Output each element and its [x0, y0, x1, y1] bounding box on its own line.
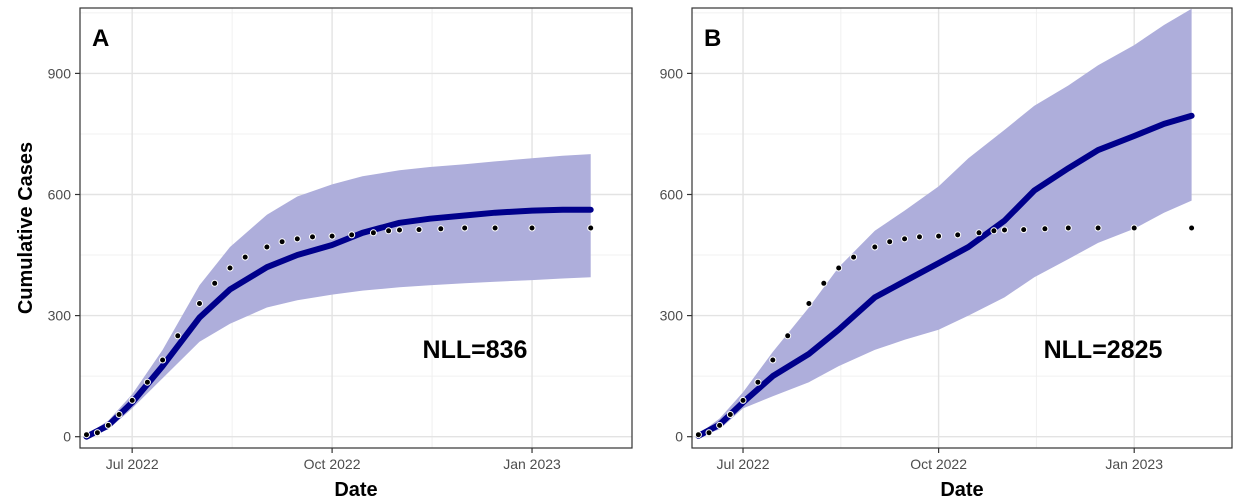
model-median-line — [83, 206, 594, 440]
observed-point — [491, 224, 499, 232]
observed-point — [211, 279, 219, 287]
observed-point — [954, 231, 962, 239]
x-tick-label: Oct 2022 — [910, 456, 967, 472]
observed-point — [174, 332, 182, 340]
observed-point — [784, 332, 792, 340]
panel-border — [691, 7, 1233, 449]
x-tick-label: Jan 2023 — [1105, 456, 1163, 472]
observed-point — [587, 224, 595, 232]
observed-point — [128, 396, 136, 404]
observed-point — [396, 226, 403, 234]
x-tick-label: Jan 2023 — [503, 456, 561, 472]
observed-point — [415, 226, 423, 234]
observed-point — [739, 396, 747, 404]
observed-point — [437, 225, 445, 233]
x-axis-title: Date — [940, 479, 983, 501]
observed-point — [694, 431, 702, 439]
model-median-line — [695, 112, 1195, 439]
observed-point — [328, 232, 336, 240]
observed-point — [159, 356, 167, 364]
observed-points — [83, 224, 595, 439]
observed-point — [935, 232, 943, 240]
panel-border — [79, 7, 633, 449]
observed-point — [143, 378, 151, 386]
observed-point — [293, 235, 301, 243]
panel-label: B — [704, 25, 721, 52]
y-tick-label: 300 — [660, 308, 684, 324]
x-axis-title: Date — [334, 479, 377, 501]
observed-point — [196, 300, 203, 307]
panel-b: 0 300 600 900 Jul 2022 Oct 2022 Jan 2023 Date B N… — [660, 7, 1233, 501]
observed-point — [104, 421, 112, 429]
x-tick-label: Oct 2022 — [304, 456, 361, 472]
observed-point — [385, 227, 393, 235]
y-tick-label: 300 — [48, 308, 72, 324]
observed-point — [1188, 224, 1196, 232]
observed-point — [1001, 226, 1008, 234]
observed-point — [83, 431, 90, 439]
y-tick-label: 600 — [660, 186, 684, 202]
y-tick-label: 0 — [63, 429, 71, 445]
y-tick-label: 600 — [48, 186, 72, 202]
observed-point — [528, 224, 536, 232]
observed-point — [93, 429, 101, 437]
observed-point — [309, 233, 316, 241]
observed-point — [871, 243, 879, 251]
observed-point — [769, 356, 777, 364]
observed-point — [726, 411, 734, 418]
panel-label: A — [92, 25, 109, 52]
observed-point — [1130, 224, 1138, 232]
y-tick-label: 900 — [660, 65, 684, 81]
observed-point — [820, 279, 828, 287]
observed-point — [1064, 224, 1072, 232]
observed-points — [694, 224, 1196, 439]
y-tick-label: 900 — [48, 65, 72, 81]
observed-point — [461, 224, 469, 232]
observed-point — [1094, 224, 1102, 232]
observed-point — [835, 264, 843, 272]
nll-annotation: NLL=2825 — [1044, 336, 1163, 364]
observed-point — [886, 238, 894, 246]
observed-point — [115, 411, 123, 418]
x-tick-label: Jul 2022 — [106, 456, 159, 472]
prediction-interval-band — [698, 8, 1192, 437]
observed-point — [263, 243, 271, 251]
observed-point — [705, 429, 713, 437]
panel-a: 0 300 600 900 Jul 2022 Oct 2022 Jan 2023 Date Cu… — [15, 7, 633, 501]
observed-point — [975, 229, 983, 237]
y-tick-label: 0 — [675, 429, 683, 445]
observed-point — [805, 300, 813, 307]
observed-point — [241, 253, 249, 261]
observed-point — [754, 378, 762, 386]
observed-point — [1041, 225, 1049, 233]
observed-point — [716, 421, 724, 429]
observed-point — [990, 227, 998, 235]
observed-point — [850, 253, 858, 261]
observed-point — [1020, 226, 1028, 234]
observed-point — [226, 264, 234, 272]
observed-point — [901, 235, 909, 243]
y-axis-title: Cumulative Cases — [15, 142, 37, 314]
observed-point — [916, 233, 923, 241]
observed-point — [278, 238, 286, 246]
nll-annotation: NLL=836 — [423, 336, 528, 364]
x-tick-label: Jul 2022 — [717, 456, 770, 472]
observed-point — [369, 229, 377, 237]
observed-point — [348, 231, 356, 239]
